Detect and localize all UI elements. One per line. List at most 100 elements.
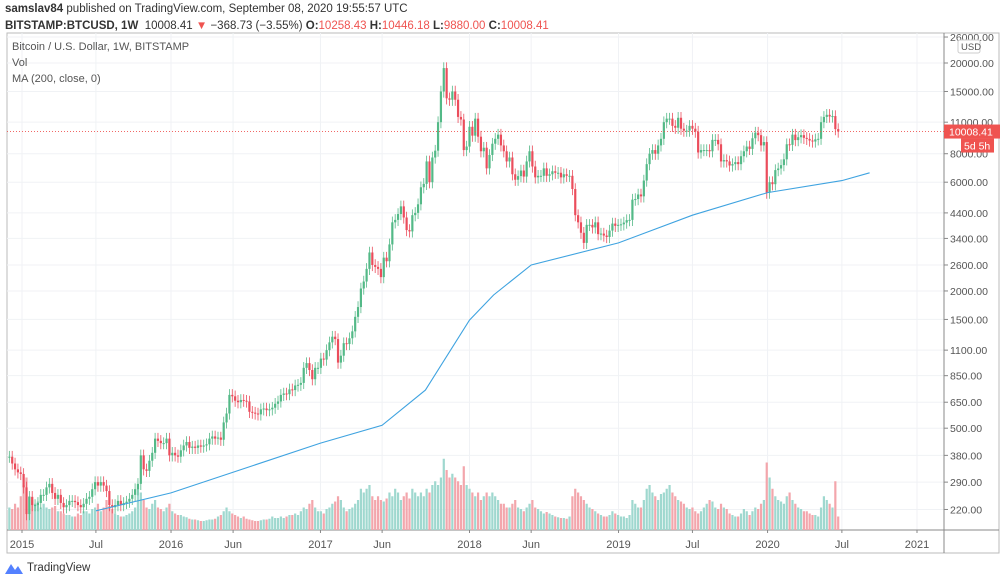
candle-body	[314, 367, 317, 380]
candle-body	[434, 150, 437, 158]
candle-body	[757, 132, 760, 136]
candle	[462, 113, 465, 157]
candle	[442, 62, 445, 98]
volume-bar	[259, 520, 262, 530]
candle-body	[362, 281, 365, 289]
volume-bar	[105, 500, 108, 530]
candle	[705, 144, 708, 157]
candle	[19, 466, 22, 481]
volume-bar	[308, 503, 311, 530]
candle-body	[202, 445, 205, 447]
volume-bar	[582, 500, 585, 530]
candle-body	[631, 199, 634, 220]
candle-body	[548, 174, 551, 176]
volume-bar	[668, 485, 671, 530]
volume-bar	[731, 515, 734, 530]
y-tick-label: 11000.00	[950, 117, 993, 129]
candle-body	[797, 137, 800, 141]
volume-bar	[691, 507, 694, 530]
volume-bar	[56, 511, 60, 530]
candle-body	[265, 408, 268, 411]
candle	[31, 491, 34, 512]
candle	[165, 432, 168, 450]
candle	[817, 133, 820, 146]
candle	[582, 226, 585, 250]
volume-bar	[314, 507, 317, 530]
candle-body	[136, 483, 140, 490]
candle	[62, 497, 65, 514]
candle-body	[751, 138, 754, 149]
volume-bar	[111, 509, 114, 530]
candle	[708, 144, 711, 158]
candle-body	[422, 183, 425, 188]
candle-body	[717, 139, 720, 145]
volume-bar	[396, 492, 400, 530]
candle-body	[474, 118, 477, 136]
candle	[511, 151, 514, 181]
volume-bar	[148, 509, 151, 530]
volume-bar	[128, 513, 131, 530]
volume-bar	[525, 507, 528, 530]
volume-bar	[496, 500, 500, 530]
candle-body	[465, 146, 468, 151]
candle	[782, 153, 785, 172]
volume-bar	[19, 496, 22, 530]
candle	[434, 144, 437, 164]
candle	[619, 218, 623, 231]
volume-bar	[236, 516, 240, 530]
candle	[634, 193, 637, 206]
volume-bar	[405, 492, 408, 530]
volume-bar	[45, 507, 48, 530]
x-tick-label: Jun	[522, 539, 540, 551]
candle-body	[256, 413, 260, 415]
candle	[68, 495, 71, 512]
candle-body	[725, 160, 728, 162]
candle-body	[105, 485, 108, 492]
candle-body	[637, 194, 640, 200]
volume-bar	[485, 492, 488, 530]
volume-bar	[122, 516, 125, 530]
candle	[368, 246, 371, 275]
candle	[436, 116, 440, 157]
candle-body	[702, 150, 705, 152]
candle-body	[737, 162, 740, 165]
candle-body	[59, 494, 62, 503]
price-change: −368.73 (−3.55%)	[210, 20, 303, 32]
candle	[179, 444, 182, 463]
candle-body	[651, 150, 654, 154]
volume-bar	[271, 516, 274, 530]
volume-bar	[728, 513, 731, 530]
candle	[545, 162, 548, 182]
volume-bar	[265, 519, 268, 530]
volume-bar	[142, 500, 145, 530]
candle-body	[462, 119, 465, 151]
candle-body	[305, 363, 308, 368]
candle-body	[528, 151, 531, 162]
volume-bar	[608, 515, 611, 530]
candle	[717, 134, 720, 151]
volume-bar	[205, 520, 208, 530]
candle	[25, 481, 28, 521]
candle	[342, 337, 345, 362]
candle	[16, 463, 20, 479]
tradingview-logo[interactable]: TradingView	[4, 561, 90, 575]
candle-body	[156, 438, 160, 441]
candle-body	[759, 135, 763, 146]
publisher-name[interactable]: samslav84	[5, 3, 64, 15]
volume-bar	[494, 496, 497, 530]
candle	[79, 499, 82, 514]
candle-body	[817, 138, 820, 140]
volume-bar	[771, 488, 774, 530]
candle-body	[459, 116, 463, 120]
volume-bar	[382, 501, 385, 530]
volume-bar	[739, 513, 743, 530]
candle-body	[585, 224, 588, 243]
volume-bar	[574, 488, 577, 530]
candle	[216, 431, 220, 445]
candle-body	[276, 401, 280, 404]
candle-body	[339, 355, 342, 363]
candle	[36, 497, 40, 512]
candle-body	[391, 222, 394, 245]
volume-bar	[31, 500, 34, 530]
